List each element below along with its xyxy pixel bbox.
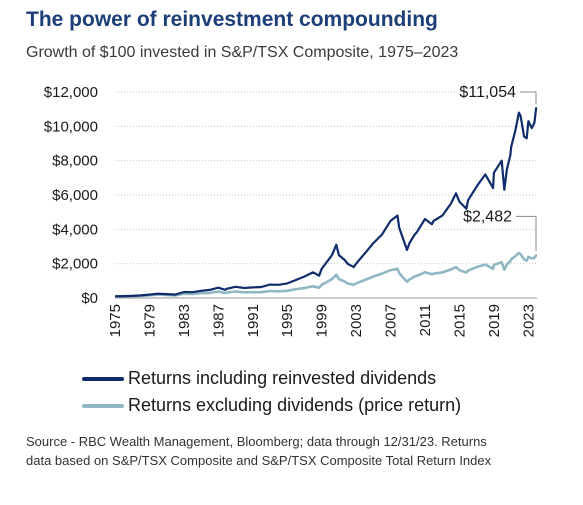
annotation-total-return-label: $11,054 — [459, 84, 516, 101]
legend-label-price-return: Returns excluding dividends (price retur… — [128, 395, 462, 415]
y-tick-label: $8,000 — [52, 153, 98, 170]
y-tick-label: $12,000 — [44, 84, 98, 101]
y-tick-label: $0 — [81, 290, 98, 307]
series-line-total-return — [114, 107, 538, 298]
x-tick-label: 2011 — [417, 304, 434, 336]
y-tick-label: $4,000 — [52, 221, 98, 238]
y-tick-label: $2,000 — [52, 256, 98, 273]
y-tick-label: $6,000 — [52, 187, 98, 204]
y-tick-label: $10,000 — [44, 118, 98, 135]
x-tick-label: 1995 — [279, 304, 296, 337]
source-note: Source - RBC Wealth Management, Bloomber… — [26, 432, 566, 470]
x-tick-label: 1999 — [314, 304, 331, 337]
x-tick-label: 1975 — [107, 304, 124, 337]
legend-label-total-return: Returns including reinvested dividends — [128, 368, 437, 388]
annotation-price-return-leader — [516, 215, 537, 252]
x-tick-label: 2007 — [383, 304, 400, 337]
x-tick-label: 2003 — [348, 304, 365, 337]
source-line-2: data based on S&P/TSX Composite and S&P/… — [26, 453, 492, 468]
series-line-price-return — [114, 251, 538, 298]
x-tick-label: 1991 — [245, 304, 262, 337]
chart-title: The power of reinvestment compounding — [26, 8, 438, 31]
legend-item-total-return: Returns including reinvested dividends — [82, 368, 436, 389]
x-tick-label: 1987 — [210, 304, 227, 337]
x-tick-label: 2023 — [520, 304, 537, 337]
legend-item-price-return: Returns excluding dividends (price retur… — [82, 395, 461, 416]
x-tick-label: 1983 — [176, 304, 193, 337]
legend-swatch-total-return — [82, 376, 124, 381]
x-tick-label: 2015 — [451, 304, 468, 337]
x-tick-label: 2019 — [486, 304, 503, 337]
legend-swatch-price-return — [82, 403, 124, 408]
x-tick-label: 1979 — [141, 304, 158, 337]
chart-subtitle: Growth of $100 invested in S&P/TSX Compo… — [26, 44, 459, 61]
annotation-price-return-label: $2,482 — [463, 208, 512, 225]
annotation-total-return-leader — [520, 91, 537, 105]
source-line-1: Source - RBC Wealth Management, Bloomber… — [26, 434, 487, 449]
